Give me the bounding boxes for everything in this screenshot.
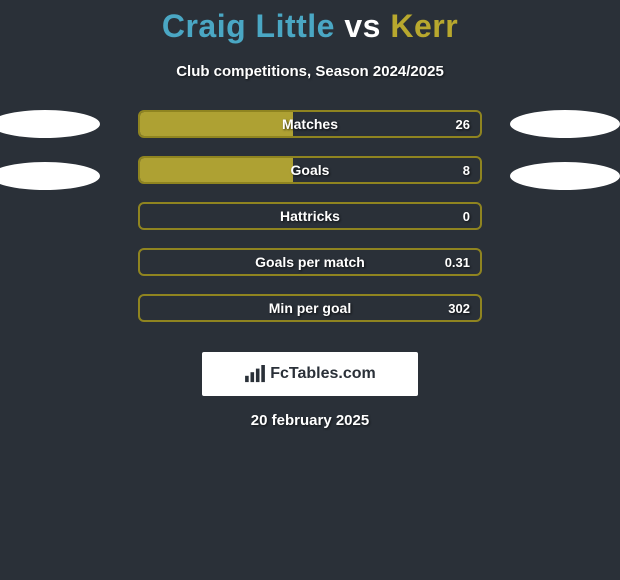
stat-value: 26 — [456, 112, 470, 136]
date: 20 february 2025 — [0, 412, 620, 429]
stat-value: 8 — [463, 158, 470, 182]
ellipse-icon — [0, 162, 100, 190]
ellipse-icon — [510, 110, 620, 138]
comparison-chart: Matches26 Goals8 Hattricks0 Goals per match… — [0, 110, 620, 340]
stat-row: Min per goal302 — [138, 294, 482, 322]
logo-box: FcTables.com — [202, 352, 418, 396]
stat-label: Hattricks — [140, 204, 480, 228]
ellipse-icon — [510, 162, 620, 190]
vs-text: vs — [344, 8, 381, 44]
logo-text: FcTables.com — [270, 365, 376, 383]
stat-bars: Matches26 Goals8 Hattricks0 Goals per match… — [138, 110, 482, 340]
stat-label: Goals — [140, 158, 480, 182]
stat-label: Goals per match — [140, 250, 480, 274]
player1-name: Craig Little — [162, 8, 335, 44]
stat-row: Goals per match0.31 — [138, 248, 482, 276]
stat-label: Min per goal — [140, 296, 480, 320]
stat-value: 0 — [463, 204, 470, 228]
bars-icon — [244, 365, 266, 383]
stat-row: Hattricks0 — [138, 202, 482, 230]
subtitle: Club competitions, Season 2024/2025 — [0, 63, 620, 80]
right-ellipses — [510, 110, 620, 214]
stat-row: Matches26 — [138, 110, 482, 138]
player2-name: Kerr — [390, 8, 458, 44]
ellipse-icon — [0, 110, 100, 138]
stat-label: Matches — [140, 112, 480, 136]
stat-value: 0.31 — [445, 250, 470, 274]
stat-value: 302 — [448, 296, 470, 320]
comparison-title: Craig Little vs Kerr — [0, 0, 620, 45]
logo: FcTables.com — [244, 365, 376, 383]
stat-row: Goals8 — [138, 156, 482, 184]
left-ellipses — [0, 110, 110, 214]
